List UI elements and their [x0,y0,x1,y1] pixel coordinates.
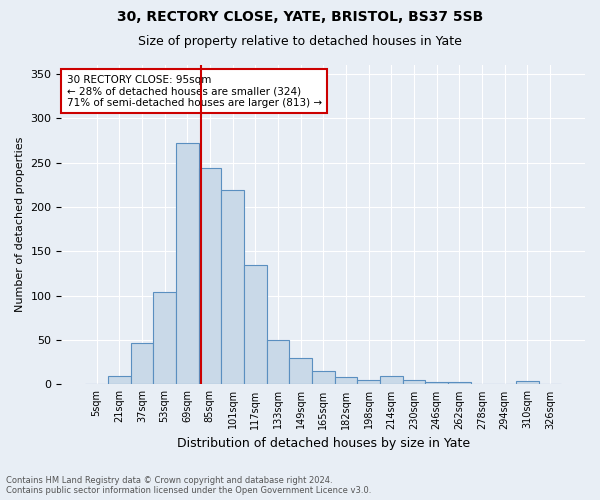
Bar [425,382,448,384]
Bar [244,264,266,384]
Bar [289,358,312,384]
Text: Size of property relative to detached houses in Yate: Size of property relative to detached ho… [138,35,462,48]
Bar [312,371,335,384]
Bar [131,342,153,384]
Text: Contains HM Land Registry data © Crown copyright and database right 2024.
Contai: Contains HM Land Registry data © Crown c… [6,476,371,495]
Bar [403,380,425,384]
Text: 30 RECTORY CLOSE: 95sqm
← 28% of detached houses are smaller (324)
71% of semi-d: 30 RECTORY CLOSE: 95sqm ← 28% of detache… [67,74,322,108]
Bar [516,381,539,384]
Bar [108,376,131,384]
Y-axis label: Number of detached properties: Number of detached properties [15,137,25,312]
Bar [153,292,176,384]
Bar [335,378,357,384]
Bar [199,168,221,384]
Bar [448,382,470,384]
Bar [380,376,403,384]
Bar [266,340,289,384]
Bar [176,143,199,384]
X-axis label: Distribution of detached houses by size in Yate: Distribution of detached houses by size … [176,437,470,450]
Bar [221,190,244,384]
Bar [357,380,380,384]
Text: 30, RECTORY CLOSE, YATE, BRISTOL, BS37 5SB: 30, RECTORY CLOSE, YATE, BRISTOL, BS37 5… [117,10,483,24]
